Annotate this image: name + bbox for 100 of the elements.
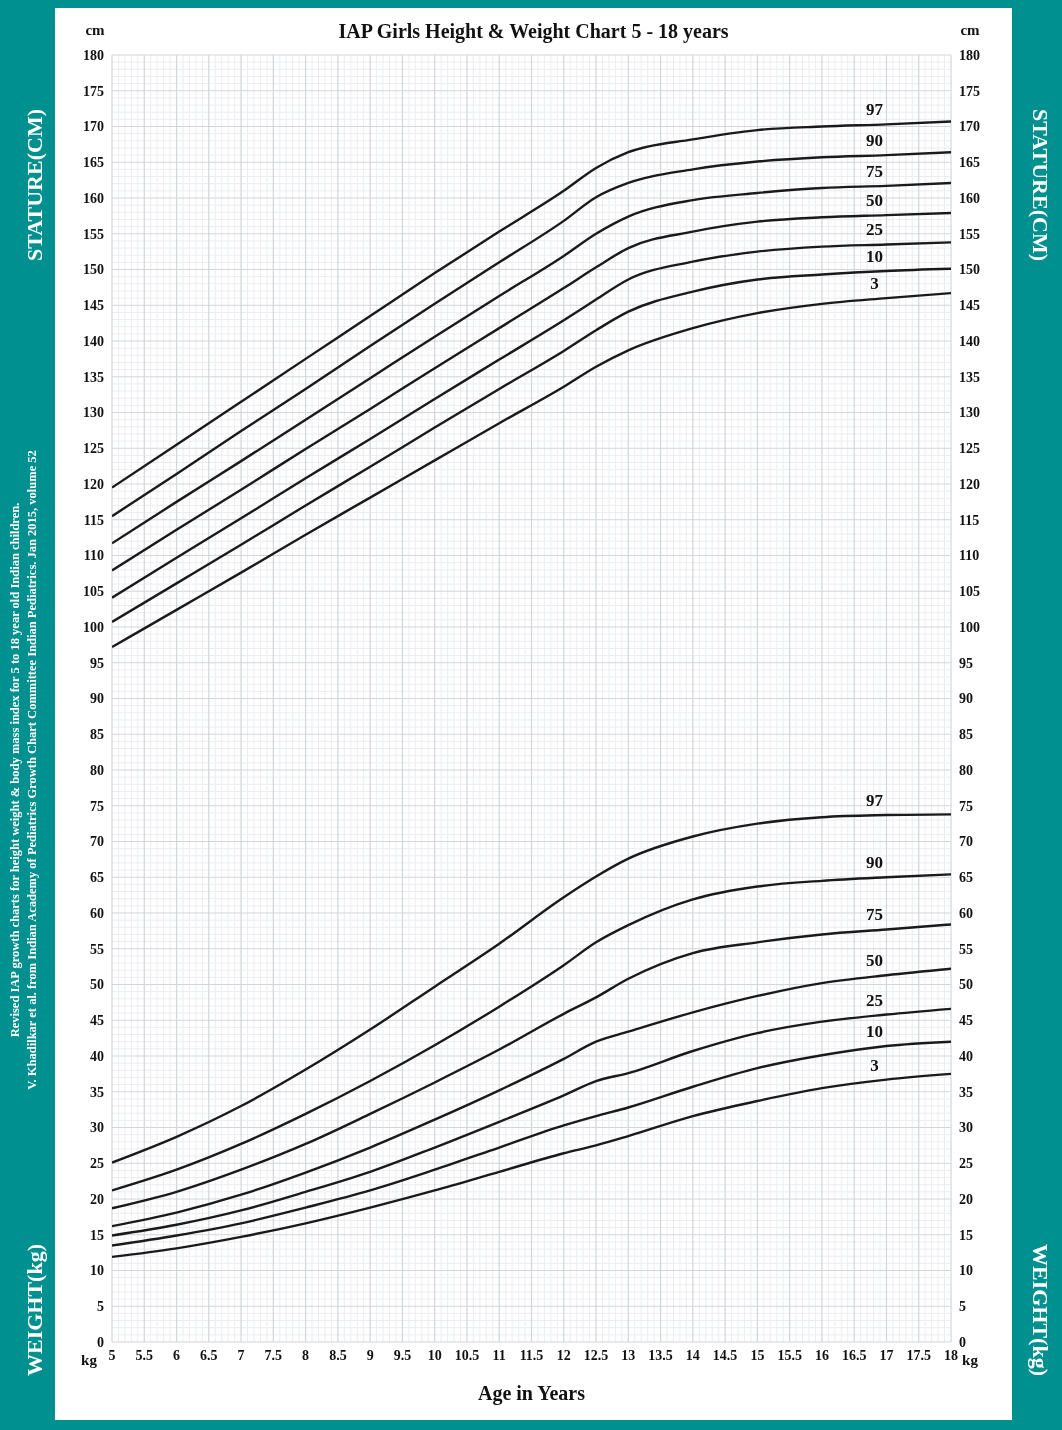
x-tick-label: 17 [879, 1347, 894, 1363]
y2-tick-label: 120 [959, 476, 980, 492]
x-tick-label: 8 [302, 1347, 310, 1363]
y-tick-label: 155 [83, 226, 104, 242]
y2-tick-label: 140 [959, 333, 980, 349]
y-tick-label: 45 [90, 1013, 104, 1029]
y-tick-label: 20 [90, 1191, 104, 1207]
x-tick-label: 5.5 [135, 1347, 154, 1363]
series-label: 90 [865, 131, 883, 151]
x-tick-label: 6 [173, 1347, 181, 1363]
x-tick-label: 7 [237, 1347, 245, 1363]
y2-tick-label: 155 [959, 226, 980, 242]
y-tick-label: 180 [83, 47, 104, 63]
x-tick-label: 12 [556, 1347, 571, 1363]
x-tick-label: 7.5 [264, 1347, 283, 1363]
y-tick-label: 125 [83, 441, 104, 457]
y2-tick-label: 115 [959, 512, 980, 528]
text: kg [80, 1352, 98, 1369]
line-series [112, 1072, 951, 1259]
y2-tick-label: 45 [959, 1013, 973, 1029]
y2-tick-label: 50 [959, 977, 973, 993]
x-tick-label: 9.5 [393, 1347, 412, 1363]
y-tick-label: 75 [90, 798, 104, 814]
x-tick-label: 13 [621, 1347, 636, 1363]
x-tick-label: 18 [944, 1347, 958, 1363]
x-tick-label: 10 [427, 1347, 442, 1363]
y-tick-label: 40 [90, 1048, 104, 1064]
y-tick-label: 25 [90, 1156, 104, 1172]
y2-tick-label: 80 [959, 762, 973, 778]
series-label: 50 [865, 191, 883, 211]
y-tick-label: 90 [90, 691, 104, 707]
series-label: 3 [870, 1055, 879, 1075]
y2-tick-label: 75 [959, 798, 973, 814]
y2-tick-label: 20 [959, 1191, 973, 1207]
y2-tick-label: 165 [959, 155, 980, 171]
y2-tick-label: 125 [959, 441, 980, 457]
y2-tick-label: 150 [959, 262, 980, 278]
y2-tick-label: 105 [959, 584, 980, 600]
y-tick-label: 30 [90, 1120, 104, 1136]
text: Revised IAP growth charts for height weight & body mass index for 5 to 18 year old Indian children. [7, 502, 23, 1038]
y-tick-label: 135 [83, 369, 104, 385]
y-tick-label: 5 [97, 1299, 104, 1315]
line-series [112, 873, 951, 1192]
y-tick-label: 160 [83, 190, 104, 206]
y-tick-label: 120 [83, 476, 104, 492]
series-label: 90 [865, 853, 883, 873]
y2-tick-label: 40 [959, 1048, 973, 1064]
text: V. Khadilkar et al. from Indian Academy of Pediatrics Growth Chart Committee Indian Pediatrics. Jan 2015, volume 52 [24, 450, 40, 1090]
y2-tick-label: 130 [959, 405, 980, 421]
x-tick-label: 14 [685, 1347, 700, 1363]
x-tick-label: 10.5 [454, 1347, 480, 1363]
y2-tick-label: 15 [959, 1227, 973, 1243]
y-tick-label: 105 [83, 584, 104, 600]
y2-tick-label: 90 [959, 691, 973, 707]
y2-tick-label: 95 [959, 655, 973, 671]
text: cm [84, 22, 106, 39]
y2-tick-label: 35 [959, 1084, 973, 1100]
y-tick-label: 80 [90, 762, 104, 778]
x-axis-title: Age in Years [477, 1382, 586, 1405]
series-label: 25 [865, 220, 883, 240]
y2-tick-label: 180 [959, 47, 980, 63]
series-label: 97 [865, 100, 884, 120]
series-label: 97 [865, 791, 884, 811]
y2-tick-label: 135 [959, 369, 980, 385]
y-tick-label: 50 [90, 977, 104, 993]
x-tick-label: 17.5 [906, 1347, 931, 1363]
x-tick-label: 11.5 [519, 1347, 544, 1363]
x-tick-label: 8.5 [329, 1347, 347, 1363]
text: cm [959, 22, 981, 39]
y-tick-label: 170 [83, 119, 104, 135]
y2-tick-label: 85 [959, 727, 973, 743]
text: WEIGHT(kg) [22, 1243, 48, 1377]
y2-tick-label: 10 [959, 1263, 973, 1279]
series-label: 10 [865, 1021, 883, 1041]
y-tick-label: 70 [90, 834, 104, 850]
y2-tick-label: 5 [959, 1299, 966, 1315]
y-tick-label: 95 [90, 655, 104, 671]
y2-tick-label: 145 [959, 298, 980, 314]
line-series [112, 1040, 951, 1247]
y2-tick-label: 110 [959, 548, 980, 564]
y2-tick-label: 0 [959, 1334, 966, 1350]
y2-tick-label: 170 [959, 119, 980, 135]
chart-title: IAP Girls Height & Weight Chart 5 - 18 years [338, 20, 729, 42]
x-tick-label: 14.5 [712, 1347, 738, 1363]
text: kg [962, 1352, 978, 1368]
y-tick-label: 165 [83, 155, 104, 171]
y2-tick-label: 175 [959, 83, 980, 99]
line-series [112, 120, 951, 489]
series-label: 50 [865, 951, 883, 971]
x-tick-label: 9 [366, 1347, 374, 1363]
y2-tick-label: 70 [959, 834, 973, 850]
y2-tick-label: 30 [959, 1120, 973, 1136]
y-tick-label: 150 [83, 262, 104, 278]
x-tick-label: 13.5 [648, 1347, 673, 1363]
y-tick-label: 10 [90, 1263, 104, 1279]
y-tick-label: 85 [90, 727, 104, 743]
y-tick-label: 65 [90, 870, 104, 886]
series-label: 25 [865, 990, 883, 1010]
x-tick-label: 15.5 [777, 1347, 802, 1363]
y-tick-label: 145 [83, 298, 104, 314]
